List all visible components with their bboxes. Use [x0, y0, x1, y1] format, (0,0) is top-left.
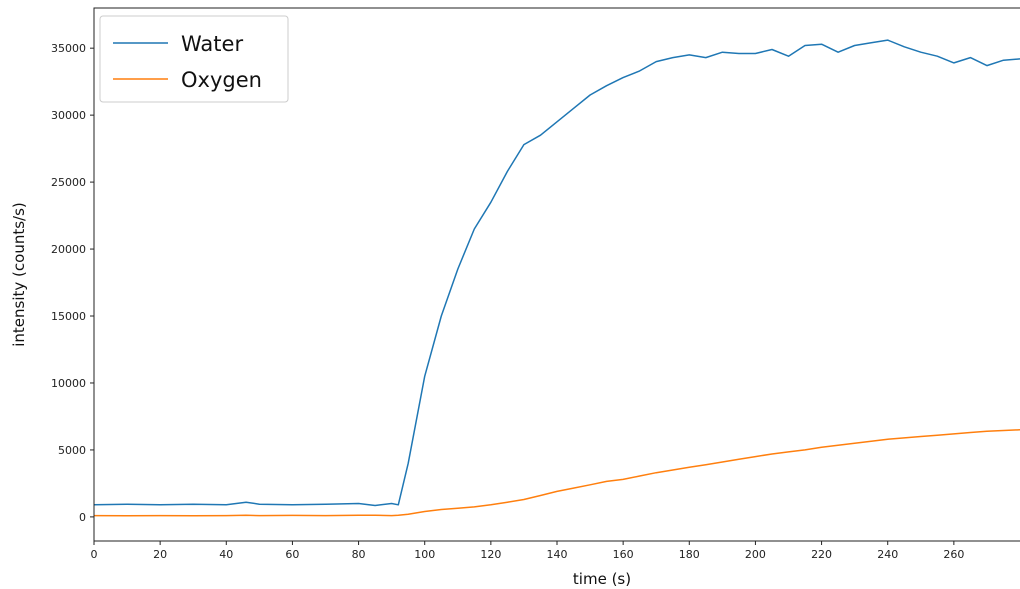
x-tick-label: 100	[414, 548, 435, 561]
legend-box	[99, 15, 289, 103]
y-axis-ticks: 0 5000 10000 15000 20000 25000 30000 35000	[51, 42, 94, 524]
y-tick-label: 0	[79, 511, 86, 524]
x-tick-label: 200	[745, 548, 766, 561]
legend-label-water: Water	[181, 32, 243, 56]
legend: Water Oxygen	[99, 15, 289, 103]
y-tick-label: 10000	[51, 377, 86, 390]
x-axis-label: time (s)	[573, 570, 631, 588]
x-tick-label: 60	[285, 548, 299, 561]
y-tick-label: 15000	[51, 310, 86, 323]
x-tick-label: 140	[547, 548, 568, 561]
x-tick-label: 20	[153, 548, 167, 561]
x-tick-label: 240	[877, 548, 898, 561]
x-tick-label: 80	[352, 548, 366, 561]
x-tick-label: 120	[480, 548, 501, 561]
plot-lines	[93, 39, 1020, 517]
x-tick-label: 0	[91, 548, 98, 561]
legend-label-oxygen: Oxygen	[181, 68, 262, 92]
x-axis-ticks: 0 20 40 60 80 100 120 140 160 180 200 220 240 260	[91, 541, 964, 561]
y-tick-label: 30000	[51, 109, 86, 122]
series-line-oxygen	[93, 429, 1020, 517]
y-tick-label: 25000	[51, 176, 86, 189]
plot-frame	[93, 7, 1020, 542]
x-tick-label: 180	[679, 548, 700, 561]
y-tick-label: 35000	[51, 42, 86, 55]
y-tick-label: 20000	[51, 243, 86, 256]
y-tick-label: 5000	[58, 444, 86, 457]
x-tick-label: 40	[219, 548, 233, 561]
x-tick-label: 260	[943, 548, 964, 561]
x-tick-label: 160	[613, 548, 634, 561]
y-axis-label: intensity (counts/s)	[10, 202, 28, 347]
x-tick-label: 220	[811, 548, 832, 561]
series-line-water	[93, 39, 1020, 507]
